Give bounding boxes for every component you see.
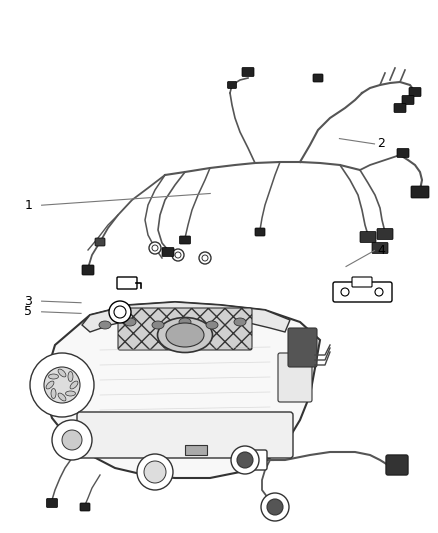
FancyBboxPatch shape — [409, 87, 421, 96]
Ellipse shape — [124, 318, 136, 326]
Circle shape — [175, 252, 181, 258]
Ellipse shape — [46, 381, 54, 389]
FancyBboxPatch shape — [313, 74, 323, 82]
Text: 3: 3 — [25, 295, 32, 308]
Ellipse shape — [49, 374, 59, 379]
Circle shape — [267, 499, 283, 515]
Circle shape — [237, 452, 253, 468]
Ellipse shape — [99, 321, 111, 329]
FancyBboxPatch shape — [402, 95, 414, 104]
Text: 4: 4 — [377, 244, 385, 257]
FancyBboxPatch shape — [80, 503, 90, 511]
Circle shape — [152, 245, 158, 251]
Ellipse shape — [206, 321, 218, 329]
FancyBboxPatch shape — [227, 82, 237, 88]
Circle shape — [62, 430, 82, 450]
Circle shape — [144, 461, 166, 483]
Ellipse shape — [158, 318, 212, 352]
FancyBboxPatch shape — [77, 412, 293, 458]
FancyBboxPatch shape — [46, 498, 57, 507]
Ellipse shape — [152, 321, 164, 329]
Ellipse shape — [58, 393, 66, 401]
FancyBboxPatch shape — [288, 328, 317, 367]
FancyBboxPatch shape — [162, 247, 174, 256]
Ellipse shape — [66, 391, 75, 396]
Circle shape — [109, 301, 131, 323]
Ellipse shape — [68, 372, 73, 382]
FancyBboxPatch shape — [248, 450, 267, 470]
FancyBboxPatch shape — [180, 236, 191, 244]
Circle shape — [172, 249, 184, 261]
Text: 5: 5 — [25, 305, 32, 318]
FancyBboxPatch shape — [117, 277, 137, 289]
Circle shape — [52, 420, 92, 460]
FancyBboxPatch shape — [372, 243, 388, 254]
Circle shape — [44, 367, 80, 403]
FancyBboxPatch shape — [394, 103, 406, 112]
Circle shape — [199, 252, 211, 264]
FancyBboxPatch shape — [386, 455, 408, 475]
FancyBboxPatch shape — [411, 186, 429, 198]
FancyBboxPatch shape — [360, 231, 376, 243]
Circle shape — [261, 493, 289, 521]
FancyBboxPatch shape — [255, 228, 265, 236]
Ellipse shape — [51, 389, 56, 399]
Ellipse shape — [179, 318, 191, 326]
Ellipse shape — [58, 369, 66, 377]
Circle shape — [231, 446, 259, 474]
FancyBboxPatch shape — [95, 238, 105, 246]
Circle shape — [30, 353, 94, 417]
Circle shape — [137, 454, 173, 490]
FancyBboxPatch shape — [278, 353, 312, 402]
FancyBboxPatch shape — [352, 277, 372, 287]
Polygon shape — [82, 302, 290, 332]
FancyBboxPatch shape — [242, 68, 254, 77]
Text: 2: 2 — [377, 138, 385, 150]
FancyBboxPatch shape — [118, 308, 252, 350]
Circle shape — [202, 255, 208, 261]
FancyBboxPatch shape — [82, 265, 94, 275]
FancyBboxPatch shape — [185, 445, 207, 455]
Ellipse shape — [70, 381, 78, 389]
Polygon shape — [45, 302, 320, 478]
Circle shape — [375, 288, 383, 296]
FancyBboxPatch shape — [333, 282, 392, 302]
Circle shape — [341, 288, 349, 296]
FancyBboxPatch shape — [377, 229, 393, 239]
Circle shape — [114, 306, 126, 318]
Ellipse shape — [234, 318, 246, 326]
FancyBboxPatch shape — [397, 149, 409, 157]
Text: 1: 1 — [25, 199, 32, 212]
Circle shape — [149, 242, 161, 254]
Ellipse shape — [166, 323, 204, 347]
